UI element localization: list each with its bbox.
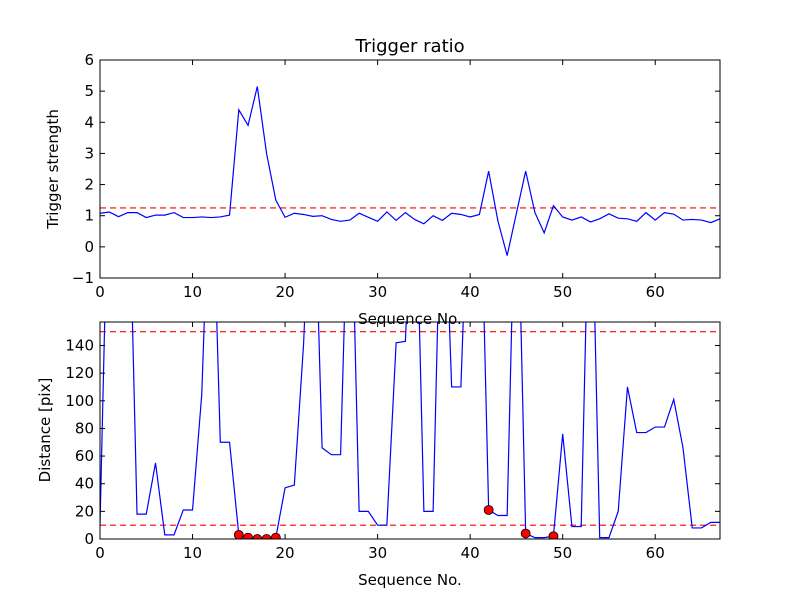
bottom-x-tick-label-6: 60 [646, 544, 665, 562]
top-y-tick-label-3: 2 [84, 176, 94, 194]
bottom-x-tick-label-4: 40 [461, 544, 480, 562]
top-x-tick-label-4: 40 [461, 283, 480, 301]
bottom-marker-2 [252, 534, 263, 539]
bottom-ticks: 0 10 20 30 40 50 60 0 20 40 60 80 100 120 140 [65, 322, 720, 562]
bottom-y-tick-label-3: 60 [75, 447, 94, 465]
bottom-y-tick-label-7: 140 [65, 336, 94, 354]
top-y-tick-label-2: 1 [84, 207, 94, 225]
bottom-y-tick-label-6: 120 [65, 364, 94, 382]
top-y-tick-label-5: 4 [84, 113, 94, 131]
bottom-marker-5 [483, 505, 494, 515]
top-x-tick-label-6: 60 [646, 283, 665, 301]
bottom-x-axis-label: Sequence No. [358, 571, 462, 589]
top-plot-area [100, 86, 720, 256]
bottom-marker-7 [548, 531, 559, 539]
bottom-plot-area [100, 322, 720, 539]
top-series-line-0 [100, 86, 720, 256]
bottom-x-tick-label-3: 30 [368, 544, 387, 562]
top-y-tick-label-0: −1 [72, 269, 94, 287]
bottom-x-tick-label-5: 50 [553, 544, 572, 562]
top-y-tick-label-6: 5 [84, 82, 94, 100]
bottom-marker-6 [520, 528, 531, 539]
top-x-axis-label: Sequence No. [358, 310, 462, 328]
top-y-tick-label-1: 0 [84, 238, 94, 256]
bottom-axes-frame [99, 321, 721, 540]
bottom-series-line-0 [100, 322, 720, 539]
top-x-tick-label-0: 0 [95, 283, 105, 301]
top-y-axis-label: Trigger strength [44, 109, 62, 230]
bottom-marker-4 [270, 532, 281, 539]
top-x-tick-label-5: 50 [553, 283, 572, 301]
bottom-marker-3 [261, 534, 272, 539]
top-y-tick-label-4: 3 [84, 144, 94, 162]
top-axes-frame [99, 59, 721, 279]
top-y-tick-label-7: 6 [84, 51, 94, 69]
top-x-tick-label-2: 20 [276, 283, 295, 301]
bottom-y-tick-label-1: 20 [75, 502, 94, 520]
top-x-tick-label-3: 30 [368, 283, 387, 301]
bottom-marker-1 [243, 532, 253, 539]
bottom-x-tick-label-1: 10 [183, 544, 202, 562]
top-chart-title: Trigger ratio [354, 36, 464, 57]
bottom-y-tick-label-2: 40 [75, 475, 94, 493]
bottom-y-tick-label-5: 100 [65, 392, 94, 410]
bottom-marker-0 [233, 529, 244, 539]
bottom-x-tick-label-0: 0 [95, 544, 105, 562]
bottom-panel: 0 10 20 30 40 50 60 0 20 40 60 80 100 120 140 Sequence… [36, 321, 721, 589]
bottom-y-axis-label: Distance [pix] [36, 378, 54, 483]
bottom-y-tick-label-4: 80 [75, 419, 94, 437]
bottom-y-tick-label-0: 0 [84, 530, 94, 548]
bottom-x-tick-label-2: 20 [276, 544, 295, 562]
top-x-tick-label-1: 10 [183, 283, 202, 301]
